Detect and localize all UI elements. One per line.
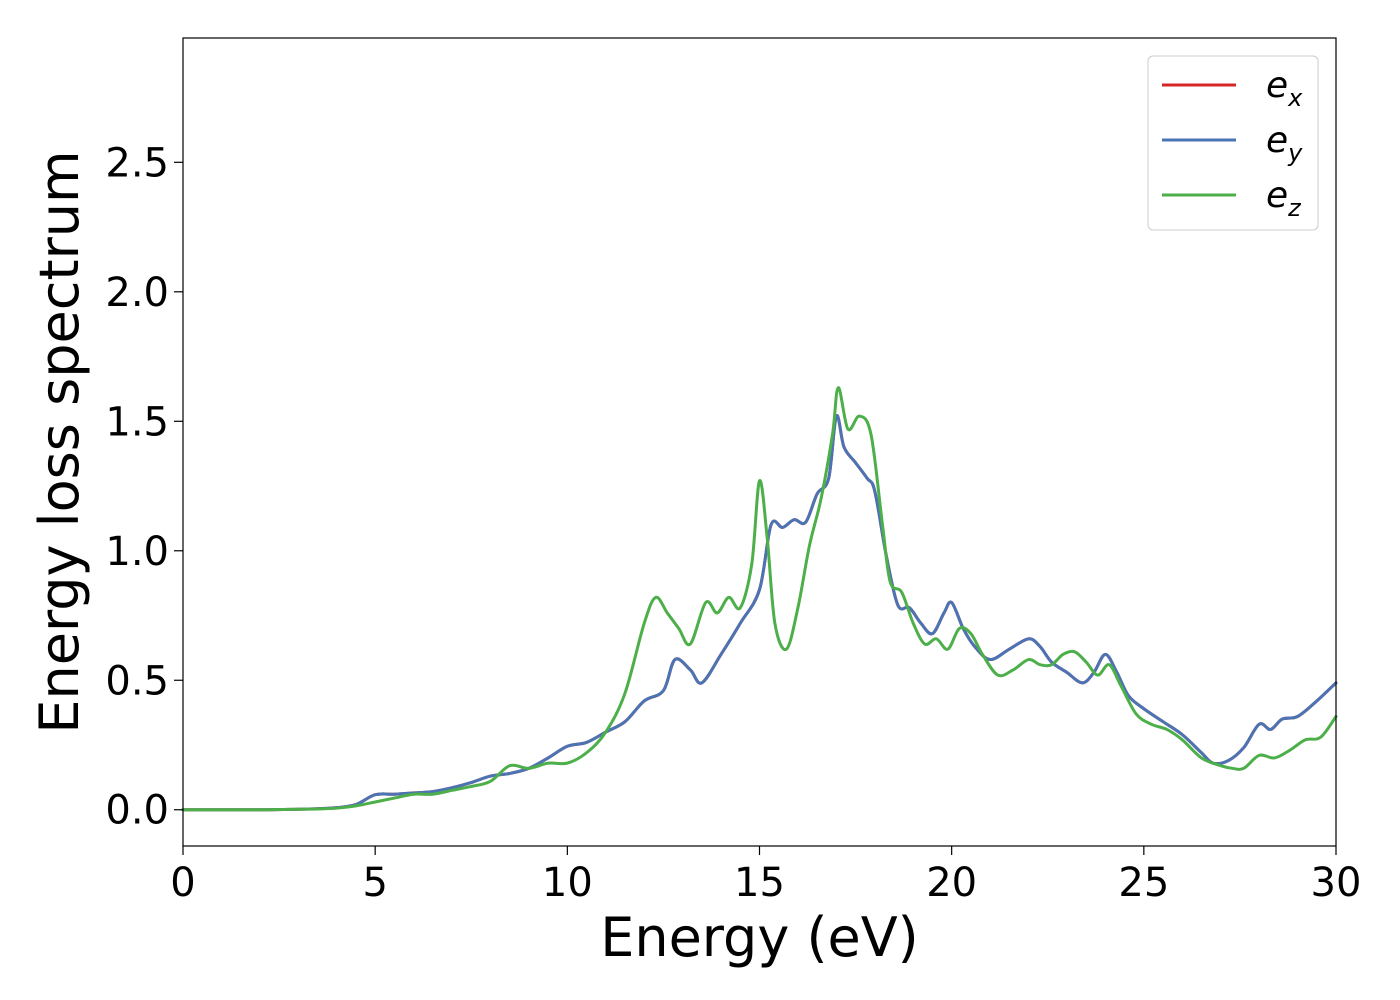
y-tick-label: 0.5 [105, 658, 169, 704]
y-tick-label: 2.5 [105, 140, 169, 186]
x-tick-label: 10 [542, 860, 593, 906]
y-tick-label: 0.0 [105, 788, 169, 834]
x-tick-label: 20 [926, 860, 977, 906]
series-line-ez [181, 386, 1338, 812]
x-tick-label: 25 [1118, 860, 1169, 906]
y-axis-title: Energy loss spectrum [28, 150, 91, 733]
y-axis: 0.0 0.5 1.0 1.5 2.0 2.5 [105, 140, 183, 834]
x-tick-label: 30 [1311, 860, 1362, 906]
series-layer [181, 386, 1338, 812]
series-line-ey [181, 414, 1338, 812]
legend-label-ez: ez [1266, 175, 1302, 222]
y-tick-label: 2.0 [105, 270, 169, 316]
y-tick-label: 1.5 [105, 399, 169, 445]
x-tick-label: 15 [734, 860, 785, 906]
legend-box [1147, 55, 1319, 231]
y-tick-label: 1.0 [105, 529, 169, 575]
x-axis: 0 5 10 15 20 25 30 [170, 846, 1361, 906]
legend: ex ey ez [1147, 55, 1319, 231]
x-tick-label: 5 [362, 860, 387, 906]
x-tick-label: 0 [170, 860, 195, 906]
legend-label-ex: ex [1266, 65, 1303, 112]
plot-area [183, 38, 1336, 846]
legend-label-ey: ey [1266, 120, 1303, 167]
x-axis-title: Energy (eV) [600, 906, 919, 969]
